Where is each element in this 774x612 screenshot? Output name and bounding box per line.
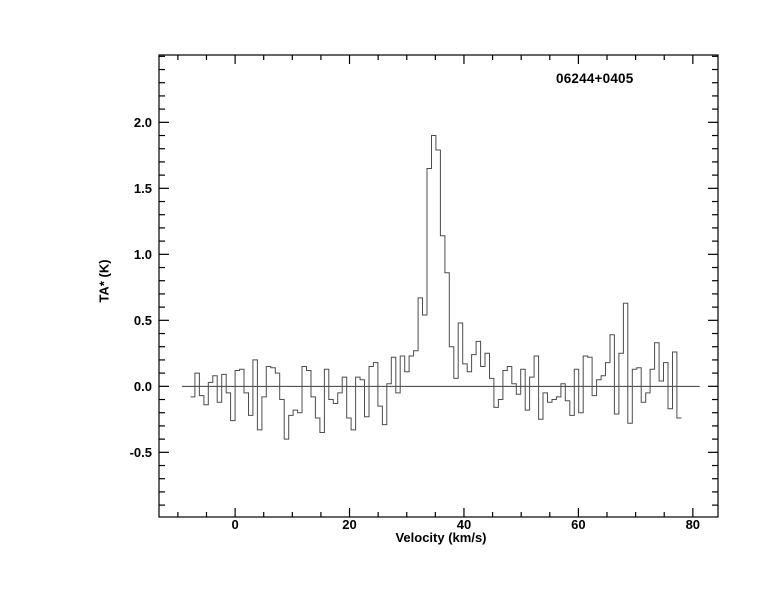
y-tick-label: 1.0	[134, 247, 152, 262]
x-tick-label: 60	[571, 517, 585, 532]
y-tick-label: 2.0	[134, 115, 152, 130]
plot-frame	[158, 54, 719, 518]
x-tick-label: 20	[342, 517, 356, 532]
x-axis-title: Velocity (km/s)	[395, 530, 487, 545]
y-tick-label: 0.5	[134, 313, 152, 328]
y-tick-label: 0.0	[134, 379, 152, 394]
x-tick-label: 40	[457, 517, 471, 532]
y-tick-label: 1.5	[134, 181, 152, 196]
source-name-label: 06244+0405	[556, 71, 634, 86]
x-tick-label: 80	[686, 517, 700, 532]
y-tick-label: -0.5	[130, 445, 152, 460]
x-tick-label: 0	[231, 517, 238, 532]
spectrum-line	[190, 135, 682, 440]
